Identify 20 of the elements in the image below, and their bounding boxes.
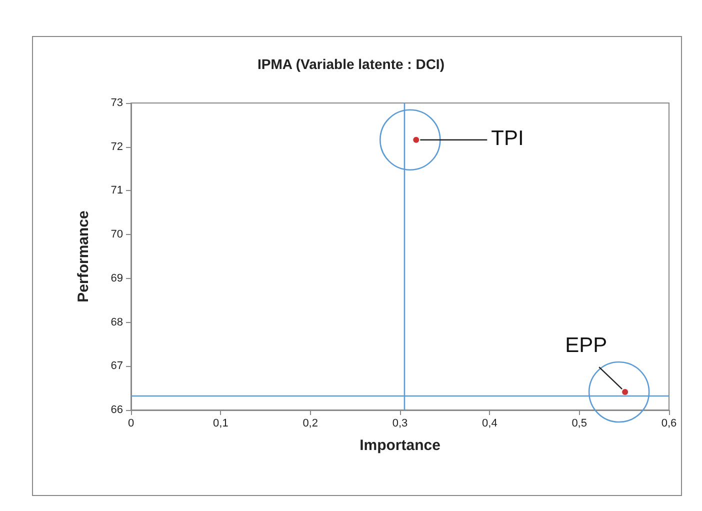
y-axis-title: Performance (75, 210, 92, 302)
y-tick-label: 68 (110, 316, 123, 328)
y-tick-label: 71 (110, 184, 123, 197)
x-tick-label: 0,2 (302, 418, 318, 430)
chart-title: IPMA (Variable latente : DCI) (258, 56, 444, 72)
y-tick-label: 70 (110, 228, 123, 241)
x-tick-label: 0,1 (213, 418, 228, 430)
x-axis-title: Importance (360, 437, 440, 454)
annotation: TPI (491, 126, 524, 150)
x-tick-label: 0,6 (661, 418, 677, 430)
x-tick-label: 0,4 (482, 418, 498, 430)
y-tick-label: 72 (110, 140, 123, 153)
y-tick-label: 66 (110, 404, 123, 416)
y-tick-label: 73 (110, 97, 123, 109)
x-tick-label: 0,5 (572, 418, 587, 430)
annotation: EPP (565, 334, 608, 358)
y-tick-label: 69 (110, 272, 123, 284)
y-tick-label: 67 (110, 360, 123, 372)
x-tick-label: 0 (128, 418, 134, 430)
x-tick-label: 0,3 (392, 418, 408, 430)
